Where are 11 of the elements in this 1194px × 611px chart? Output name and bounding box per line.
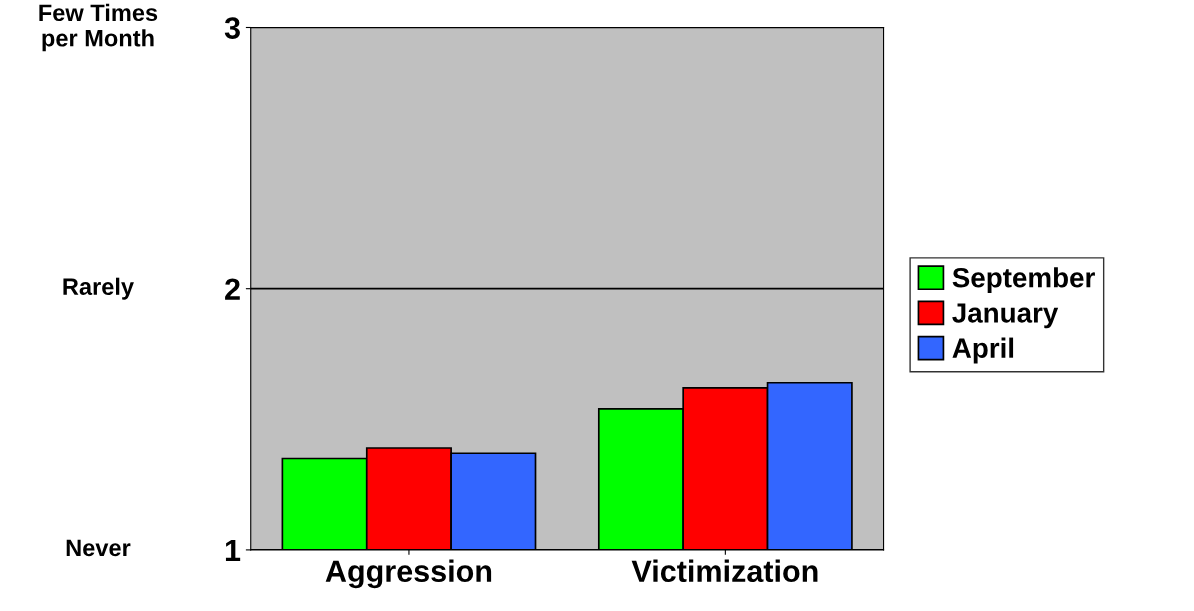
y-tick-label: 2 xyxy=(225,278,240,300)
legend-label: January xyxy=(952,303,1059,329)
x-tick-label: Aggression xyxy=(325,559,492,589)
text: Never xyxy=(66,539,131,557)
y-tick-label: 3 xyxy=(224,17,240,39)
x-tick-label: Victimization xyxy=(631,559,818,583)
legend-label: April xyxy=(952,337,1014,364)
text: Few Times per Month xyxy=(39,3,158,52)
legend-label: September xyxy=(952,267,1095,294)
text: Rarely xyxy=(63,277,134,300)
y-tick-label: 1 xyxy=(225,539,241,561)
